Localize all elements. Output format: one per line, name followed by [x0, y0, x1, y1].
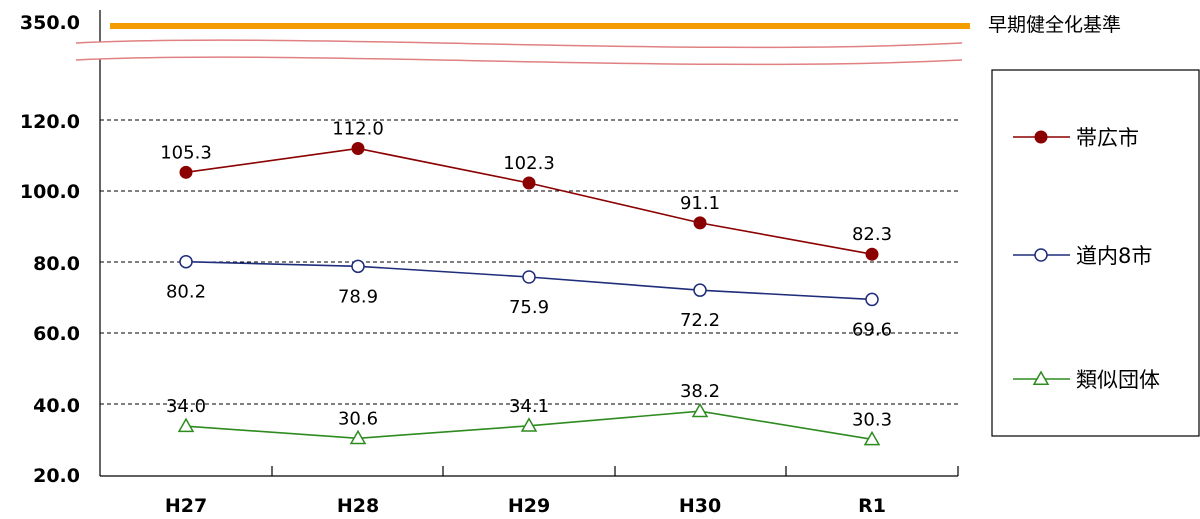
series-2: 80.2 78.9 75.9 72.2 69.6	[166, 254, 892, 340]
data-point	[865, 292, 879, 307]
y-tick-label: 60.0	[33, 323, 80, 345]
data-point	[179, 165, 193, 179]
x-tick-label: R1	[858, 495, 886, 517]
y-tick-label: 40.0	[33, 395, 80, 417]
x-ticks	[271, 466, 959, 476]
legend-label: 帯広市	[1076, 126, 1139, 150]
y-tick-label: 20.0	[33, 465, 80, 487]
x-tick-label: H29	[508, 495, 550, 517]
data-label: 72.2	[680, 310, 720, 331]
data-point	[691, 402, 709, 418]
x-tick-label: H27	[165, 495, 207, 517]
x-axis-labels: H27 H28 H29 H30 R1	[165, 495, 886, 517]
data-label: 38.2	[680, 381, 720, 402]
data-label: 80.2	[166, 282, 206, 303]
data-point	[693, 216, 707, 230]
data-label: 82.3	[852, 224, 892, 245]
gridlines	[100, 119, 958, 405]
y-break-label: 350.0	[20, 12, 80, 34]
data-label: 102.3	[503, 153, 555, 174]
data-point	[179, 254, 193, 269]
data-point	[351, 141, 365, 155]
axis-break-mask	[76, 40, 962, 65]
series-1: 105.3 112.0 102.3 91.1 82.3	[160, 118, 892, 261]
series-3: 34.0 30.6 34.1 38.2 30.3	[166, 381, 892, 446]
y-axis-labels: 350.0 120.0 100.0 80.0 60.0 40.0 20.0	[20, 12, 80, 487]
legend-item: 帯広市	[1013, 126, 1139, 150]
legend-marker	[1034, 248, 1048, 262]
y-tick-label: 80.0	[33, 253, 80, 275]
legend-box	[991, 69, 1200, 437]
data-point	[351, 259, 365, 274]
data-label: 69.6	[852, 319, 892, 340]
legend-label: 道内8市	[1076, 244, 1152, 268]
data-point	[522, 270, 536, 284]
data-label: 75.9	[509, 297, 549, 318]
data-point	[865, 247, 879, 261]
reference-line-label: 早期健全化基準	[988, 14, 1121, 36]
data-point	[693, 283, 707, 297]
legend-item: 類似団体	[1013, 368, 1160, 392]
legend-label: 類似団体	[1076, 368, 1160, 392]
data-label: 78.9	[338, 286, 378, 307]
data-point	[349, 429, 367, 445]
x-tick-label: H30	[679, 495, 721, 517]
axis-break-wave	[75, 39, 963, 49]
axis-break	[75, 39, 963, 66]
y-tick-label: 100.0	[20, 181, 80, 203]
data-point	[522, 176, 536, 190]
x-tick-label: H28	[337, 495, 379, 517]
y-tick-label: 120.0	[20, 111, 80, 133]
data-label: 112.0	[332, 118, 384, 139]
axis-break-wave	[75, 56, 963, 66]
data-point	[520, 417, 538, 432]
series-layer: 105.3 112.0 102.3 91.1 82.3 80.2 78.9 75.9 72.2 6…	[160, 118, 892, 446]
data-point	[177, 417, 195, 433]
data-label: 105.3	[160, 142, 212, 163]
data-label: 34.0	[166, 396, 206, 417]
legend-marker	[1034, 130, 1048, 144]
data-label: 30.6	[338, 408, 378, 429]
data-label: 30.3	[852, 409, 892, 430]
legend-marker	[1032, 370, 1050, 385]
data-label: 91.1	[680, 193, 720, 214]
data-label: 34.1	[509, 396, 549, 417]
legend-item: 道内8市	[1013, 244, 1152, 268]
data-point	[863, 430, 881, 446]
